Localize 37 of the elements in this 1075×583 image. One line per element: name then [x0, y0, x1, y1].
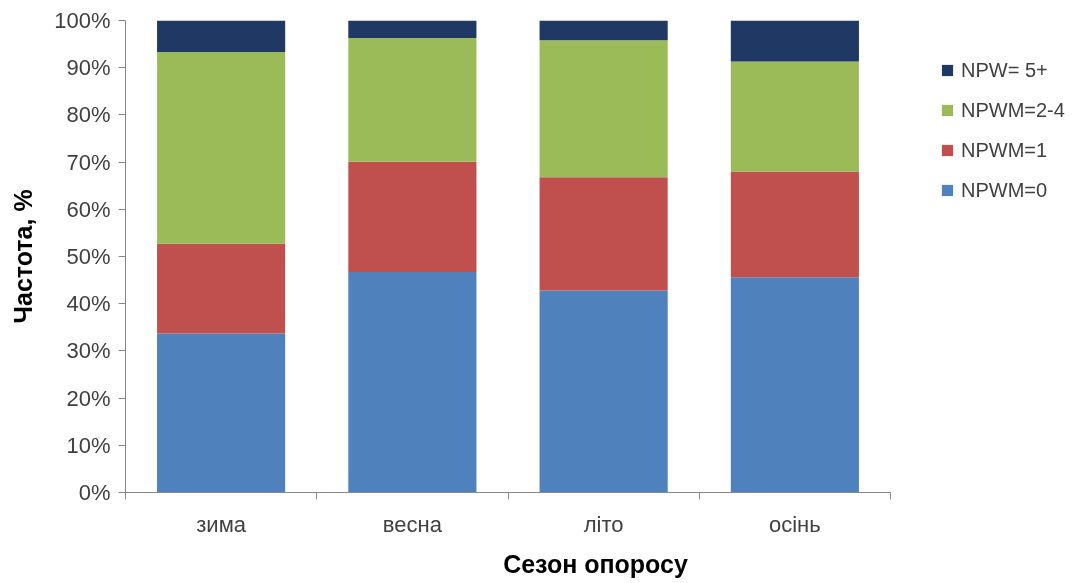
- y-tick-label: 10%: [66, 432, 111, 458]
- y-tick-label: 40%: [66, 291, 111, 317]
- y-tick-label: 90%: [66, 55, 111, 81]
- x-tick-label: весна: [382, 511, 443, 537]
- bar: [157, 333, 286, 493]
- bar: [157, 243, 286, 334]
- bar: [348, 272, 477, 493]
- legend-label: NPWM=2-4: [961, 98, 1065, 122]
- bar: [348, 161, 477, 273]
- y-axis-title: Частота, %: [9, 189, 38, 324]
- y-tick-label: 80%: [66, 102, 111, 128]
- bar: [539, 177, 668, 291]
- x-axis-title: Сезон опоросу: [503, 549, 688, 578]
- y-tick-label: 30%: [66, 338, 111, 364]
- bar: [157, 20, 286, 53]
- bar: [730, 171, 859, 278]
- legend-label: NPWM=1: [961, 138, 1048, 162]
- bar: [348, 37, 477, 162]
- y-tick-label: 60%: [66, 196, 111, 222]
- y-tick-label: 20%: [66, 385, 111, 411]
- legend-label: NPW= 5+: [961, 58, 1048, 82]
- bar: [348, 20, 477, 38]
- bar: [730, 20, 859, 62]
- x-tick-label: осінь: [769, 511, 821, 537]
- bar: [539, 40, 668, 178]
- legend-label: NPWM=0: [961, 178, 1048, 202]
- bar: [539, 290, 668, 493]
- bar: [730, 61, 859, 172]
- bar: [539, 20, 668, 41]
- y-tick-label: 50%: [66, 244, 111, 269]
- x-tick-label: літо: [583, 511, 624, 537]
- bar: [730, 277, 859, 493]
- bar: [157, 52, 286, 244]
- y-tick-label: 0%: [78, 480, 111, 505]
- y-tick-label: 100%: [54, 8, 111, 33]
- x-tick-label: зима: [196, 511, 247, 537]
- y-tick-label: 70%: [66, 149, 111, 175]
